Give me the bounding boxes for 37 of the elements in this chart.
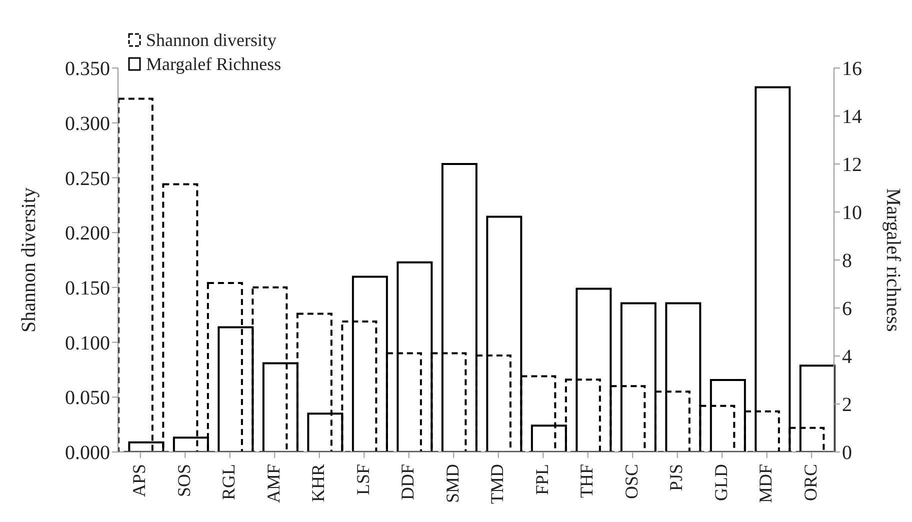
x-tick-label: THF [576, 464, 597, 498]
y-tick-label: 0.150 [65, 278, 110, 300]
y-tick-label: 0.250 [65, 168, 110, 190]
x-tick-label: ORC [800, 464, 820, 502]
x-tick-label: OSC [621, 464, 642, 500]
y2-tick-label: 8 [842, 250, 852, 272]
x-tick-label: TMD [487, 464, 508, 504]
y2-tick-label: 12 [842, 154, 862, 176]
y-axis-title: Shannon diversity [18, 188, 40, 332]
x-tick-label: LSF [352, 464, 373, 496]
y2-tick-label: 2 [842, 394, 852, 416]
x-tick-label: FPL [532, 464, 552, 496]
x-tick-label: GLD [710, 464, 731, 501]
y-tick-label: 0.050 [65, 387, 110, 410]
x-tick-label: SOS [174, 464, 194, 498]
x-tick-label: SMD [442, 464, 462, 504]
x-tick-label: APS [129, 464, 150, 498]
y-tick-label: 0.300 [65, 112, 110, 135]
y2-tick-label: 14 [842, 106, 862, 128]
y2-axis-title: Margalef richness [882, 188, 904, 332]
legend-label: Margalef Richness [146, 53, 282, 76]
x-tick-label: KHR [308, 464, 328, 502]
y2-tick-label: 4 [842, 346, 852, 368]
y2-tick-label: 6 [842, 298, 852, 320]
y2-tick-label: 16 [842, 58, 862, 80]
y-tick-label: 0.000 [65, 442, 110, 464]
x-tick-label: AMF [263, 464, 284, 504]
y-tick-label: 0.350 [65, 58, 110, 80]
x-tick-label: MDF [756, 464, 776, 504]
x-tick-label: RGL [218, 464, 239, 500]
x-tick-label: PJS [666, 464, 686, 492]
y2-tick-label: 0 [842, 442, 852, 464]
y2-tick-label: 10 [842, 202, 862, 224]
y-tick-label: 0.200 [65, 222, 110, 245]
x-tick-label: DDF [398, 464, 418, 500]
legend-label: Shannon diversity [146, 29, 276, 52]
y-tick-label: 0.100 [65, 332, 110, 354]
